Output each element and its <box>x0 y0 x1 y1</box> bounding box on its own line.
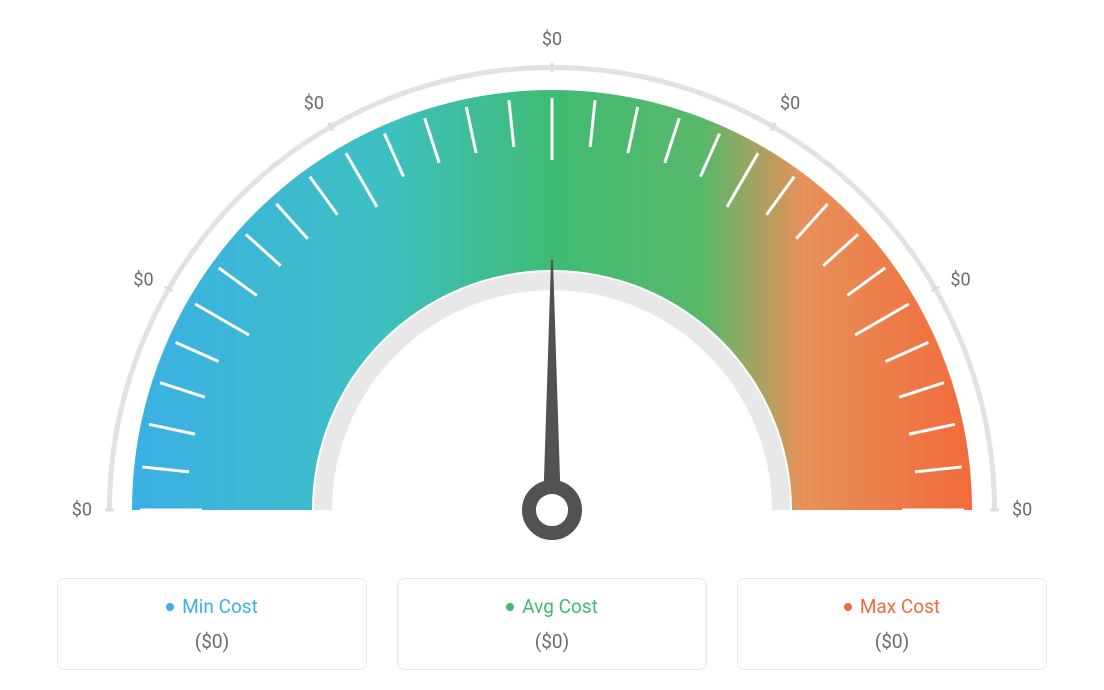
legend-row: Min Cost ($0) Avg Cost ($0) Max Cost ($0… <box>57 578 1047 670</box>
gauge-tick-label-0: $0 <box>72 500 92 521</box>
gauge-area: $0 $0 $0 $0 $0 $0 $0 <box>0 0 1104 560</box>
legend-dot-min <box>166 603 174 611</box>
legend-title-avg: Avg Cost <box>506 595 598 618</box>
gauge-svg <box>22 20 1082 580</box>
gauge-tick-label-3: $0 <box>542 29 562 50</box>
legend-card-min: Min Cost ($0) <box>57 578 367 670</box>
gauge-tick-label-4: $0 <box>780 93 800 114</box>
legend-label-min: Min Cost <box>182 595 258 618</box>
gauge-tick-label-6: $0 <box>1012 500 1032 521</box>
legend-value-min: ($0) <box>78 630 346 653</box>
gauge-tick-label-5: $0 <box>950 270 970 291</box>
cost-gauge-chart: $0 $0 $0 $0 $0 $0 $0 Min Cost ($0) Avg Cost ($… <box>0 0 1104 690</box>
legend-value-max: ($0) <box>758 630 1026 653</box>
legend-card-avg: Avg Cost ($0) <box>397 578 707 670</box>
legend-value-avg: ($0) <box>418 630 686 653</box>
legend-dot-max <box>844 603 852 611</box>
gauge-tick-label-1: $0 <box>133 270 153 291</box>
legend-card-max: Max Cost ($0) <box>737 578 1047 670</box>
legend-label-avg: Avg Cost <box>522 595 598 618</box>
legend-dot-avg <box>506 603 514 611</box>
legend-title-max: Max Cost <box>844 595 940 618</box>
legend-title-min: Min Cost <box>166 595 258 618</box>
gauge-tick-label-2: $0 <box>304 93 324 114</box>
legend-label-max: Max Cost <box>860 595 940 618</box>
